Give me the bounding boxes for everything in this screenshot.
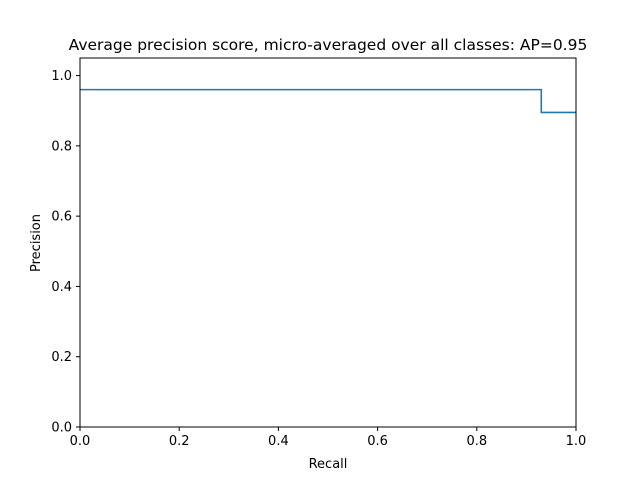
x-tick-label: 0.6: [367, 434, 388, 449]
series-line-0: [80, 88, 576, 114]
x-axis-label: Recall: [309, 457, 348, 472]
y-axis-label: Precision: [29, 214, 44, 272]
y-tick-label: 0.8: [51, 139, 72, 154]
x-tick-label: 0.0: [70, 434, 91, 449]
y-tick-label: 0.2: [51, 350, 72, 365]
chart-title: Average precision score, micro-averaged …: [69, 36, 588, 54]
x-tick-label: 0.2: [169, 434, 190, 449]
series-layer: [80, 88, 576, 114]
y-tick-label: 1.0: [51, 69, 72, 84]
x-axis-ticks: 0.0 0.2 0.4 0.6 0.8 1.0: [70, 427, 587, 449]
y-tick-label: 0.4: [51, 280, 72, 295]
y-axis-ticks: 0.0 0.2 0.4 0.6 0.8 1.0: [51, 69, 80, 436]
x-tick-label: 0.4: [268, 434, 289, 449]
axes-frame: [79, 57, 577, 428]
y-tick-label: 0.6: [51, 210, 72, 225]
x-tick-label: 1.0: [566, 434, 587, 449]
y-tick-label: 0.0: [51, 421, 72, 436]
x-tick-label: 0.8: [466, 434, 487, 449]
